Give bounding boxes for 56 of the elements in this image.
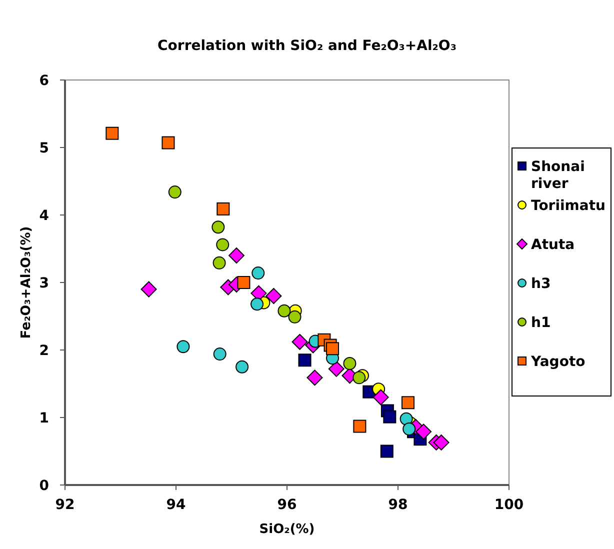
x-tick-label: 94 (166, 497, 186, 513)
point (278, 304, 291, 318)
chart-title: Correlation with SiO₂ and Fe₂O₃+Al₂O₃ (158, 38, 456, 54)
point (380, 444, 394, 458)
y-tick-label: 6 (39, 73, 49, 89)
y-tick-label: 1 (39, 410, 49, 426)
point (292, 334, 308, 350)
x-axis-title: SiO₂(%) (259, 522, 315, 537)
point (213, 348, 226, 361)
point (216, 202, 230, 216)
point (237, 276, 250, 289)
point (416, 424, 432, 440)
point (400, 412, 413, 426)
x-tick-label: 96 (277, 497, 297, 513)
point (383, 410, 396, 424)
x-tick-label: 100 (494, 497, 524, 513)
point (328, 360, 344, 377)
point (140, 281, 157, 298)
point (216, 238, 230, 252)
point (236, 360, 249, 374)
legend-label: Yagoto (530, 354, 586, 370)
legend-label: Shonai river (531, 159, 585, 192)
point (352, 371, 366, 384)
point (212, 256, 226, 270)
y-tick-label: 0 (39, 478, 50, 494)
point (266, 288, 282, 304)
point (288, 310, 302, 324)
point (353, 420, 366, 433)
point (250, 285, 267, 302)
y-tick-label: 3 (39, 276, 49, 292)
point (106, 126, 119, 140)
point (250, 298, 264, 311)
y-tick-label: 2 (39, 343, 49, 359)
x-tick-label: 98 (388, 497, 408, 513)
point (326, 342, 340, 356)
legend-label: Atuta (531, 237, 575, 253)
point (298, 354, 312, 367)
point (343, 357, 356, 370)
x-tick-label: 92 (55, 497, 75, 513)
y-axis-title: Fe₂O₃+Al₂O₃(%) (19, 226, 34, 339)
y-tick-label: 5 (39, 140, 49, 156)
point (372, 389, 389, 406)
point (228, 248, 244, 264)
point (401, 396, 414, 410)
legend-label: h3 (531, 276, 551, 292)
point (168, 186, 182, 199)
point (402, 422, 416, 436)
point (252, 266, 265, 280)
legend-label: Toriimatu (531, 198, 606, 214)
point (433, 434, 450, 450)
point (212, 220, 225, 234)
point (176, 340, 190, 354)
y-tick-label: 4 (39, 208, 50, 224)
point (306, 370, 323, 386)
legend-label: h1 (531, 315, 551, 331)
point (162, 136, 175, 150)
